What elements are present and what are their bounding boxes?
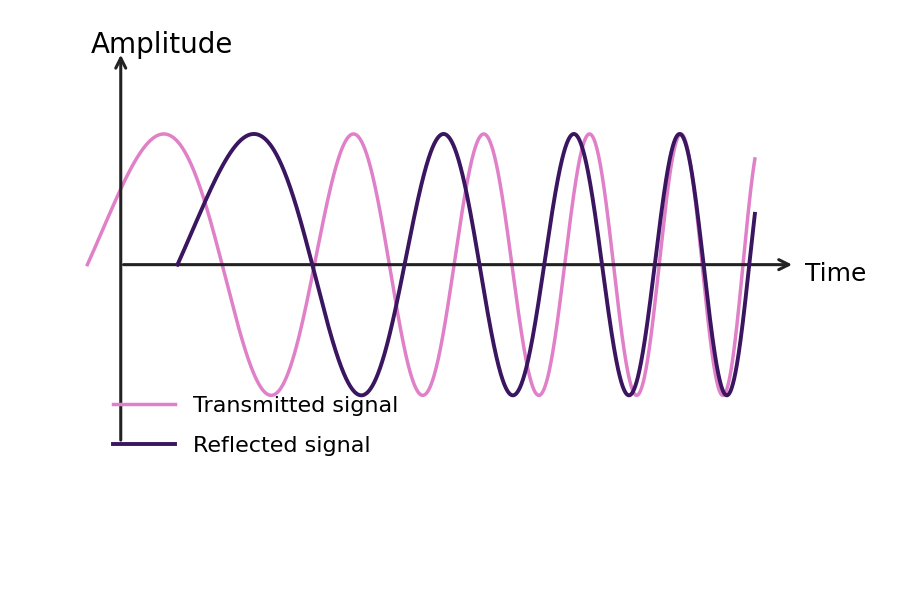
Text: Amplitude: Amplitude	[91, 31, 233, 59]
Text: Time: Time	[805, 262, 867, 286]
Legend: Transmitted signal, Reflected signal: Transmitted signal, Reflected signal	[113, 396, 399, 456]
